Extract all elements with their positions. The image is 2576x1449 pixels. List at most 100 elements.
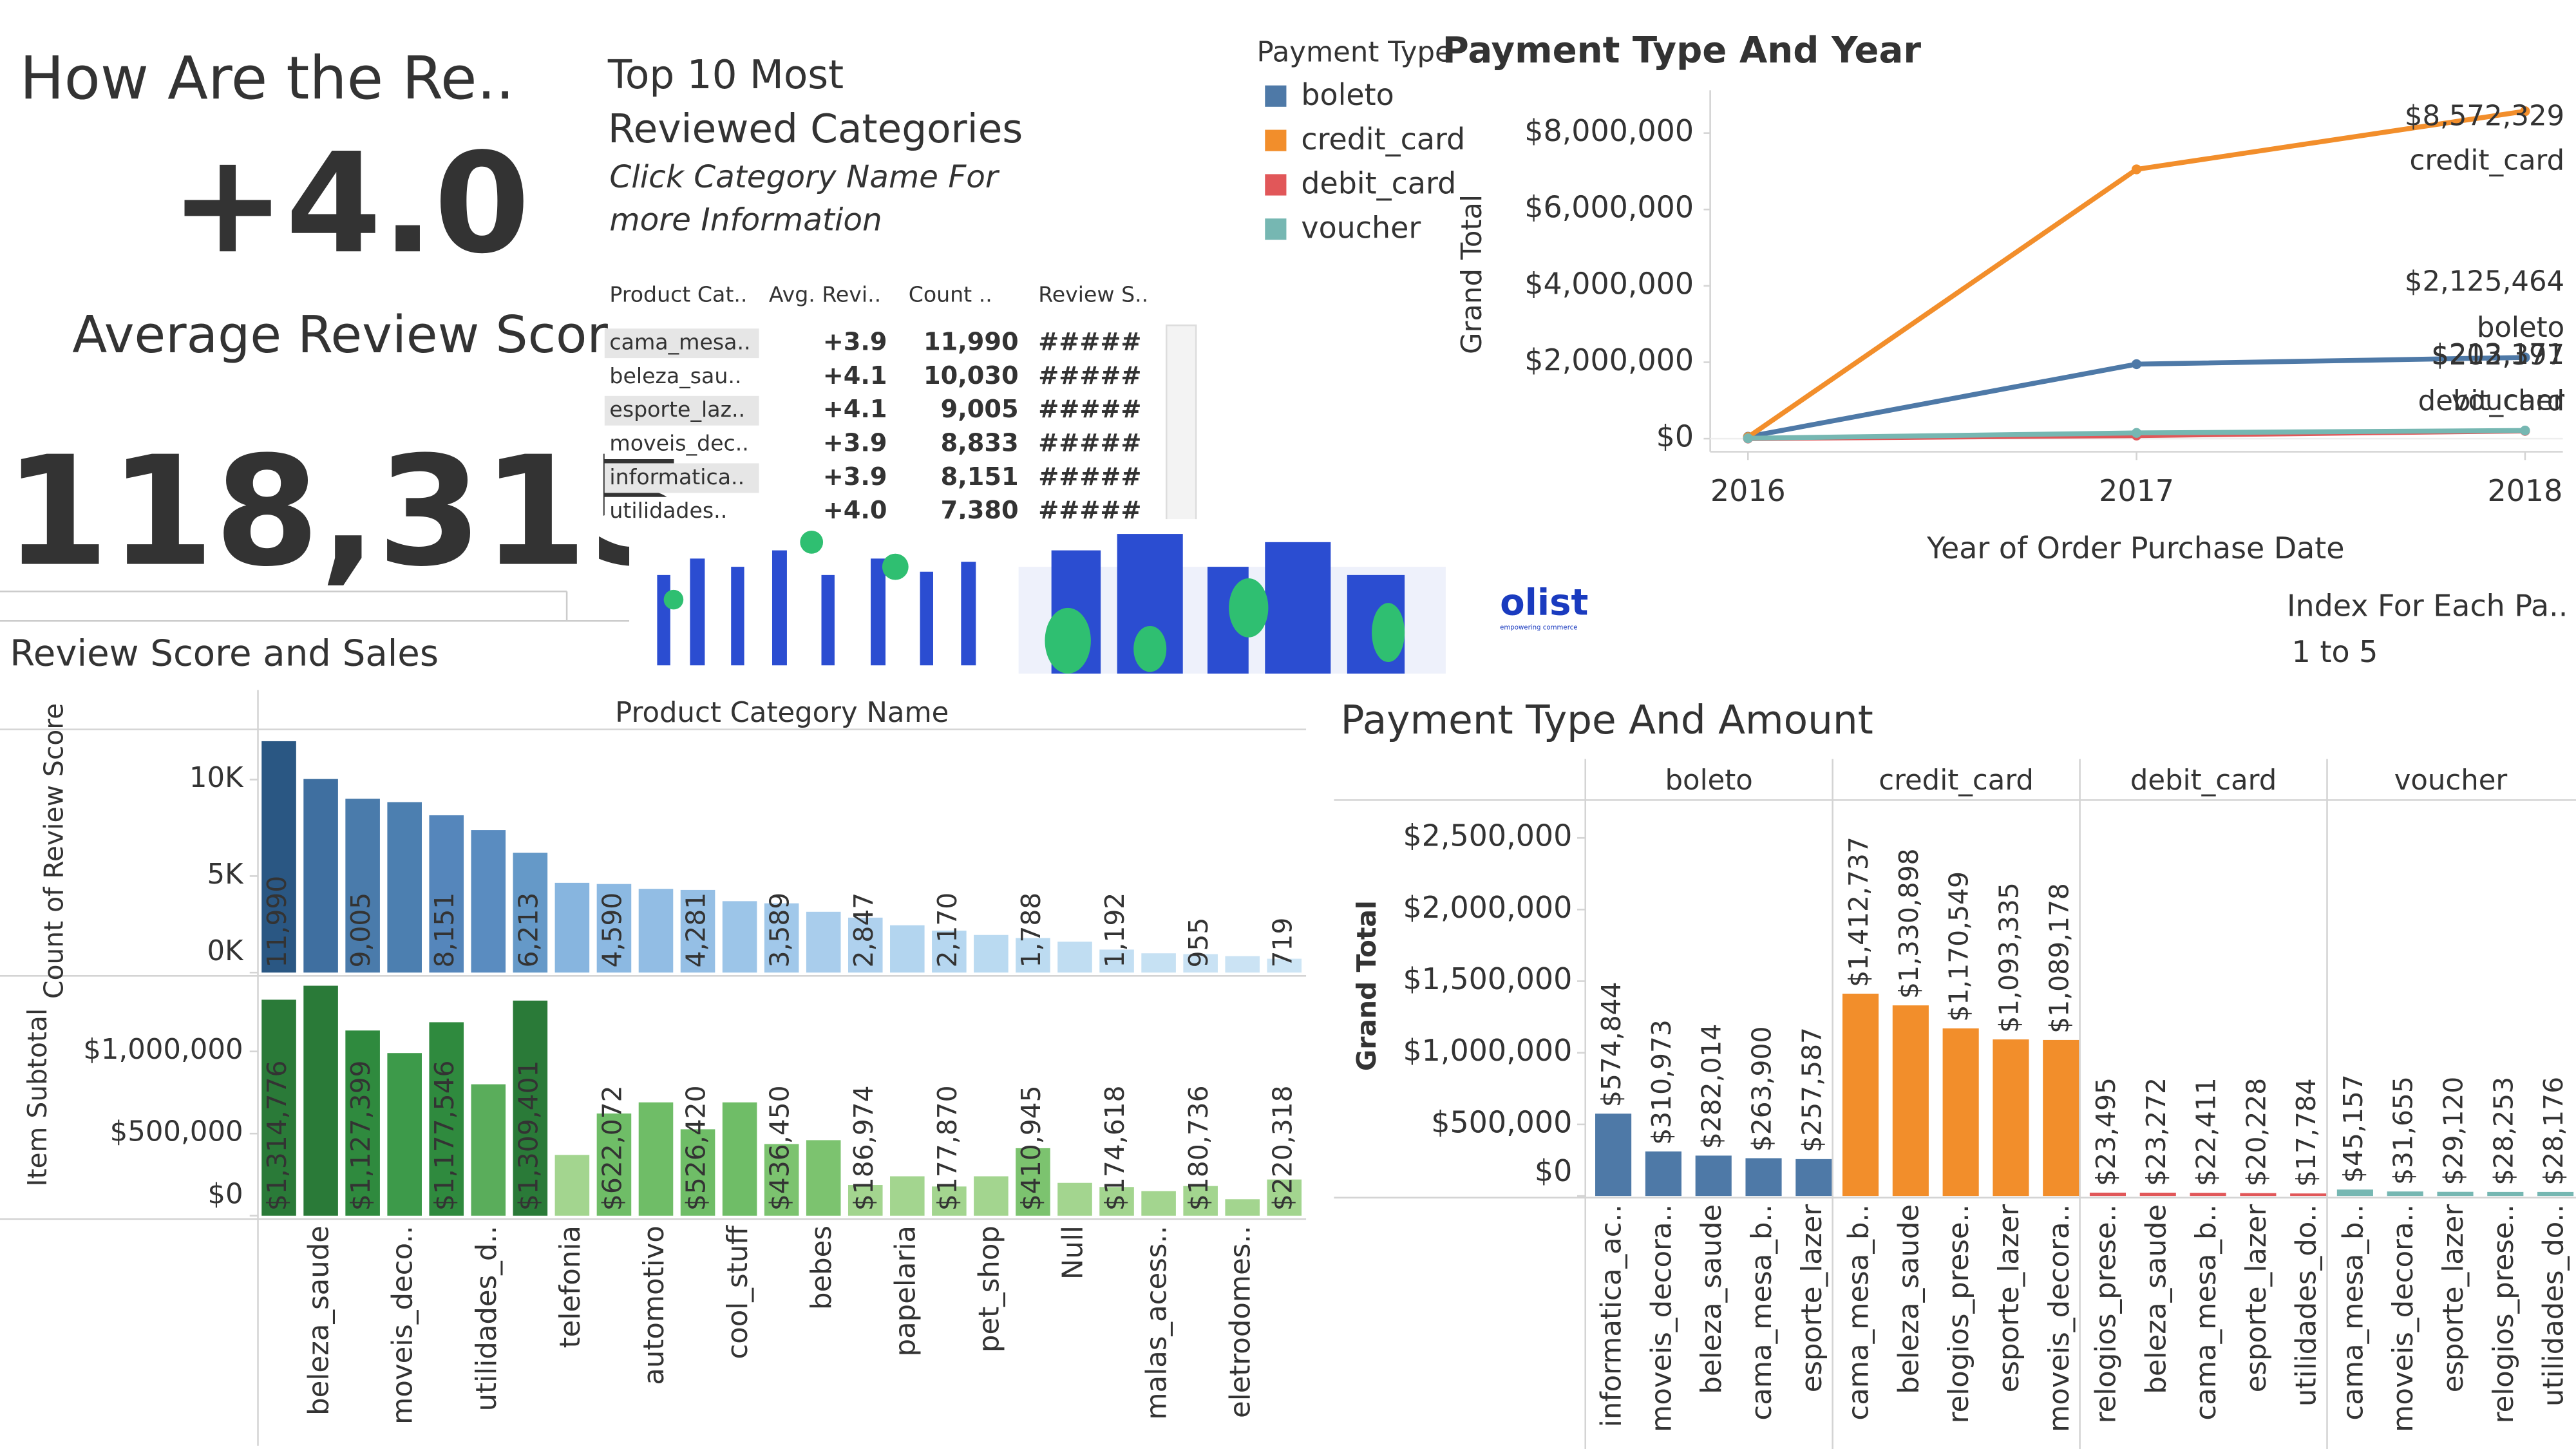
bar[interactable] <box>471 830 506 973</box>
bar[interactable] <box>387 802 422 973</box>
bar[interactable] <box>638 889 674 973</box>
bar[interactable] <box>1225 956 1260 973</box>
legend-label[interactable]: boleto <box>1301 77 1394 112</box>
bar[interactable] <box>596 1113 632 1216</box>
bar[interactable] <box>1057 1182 1092 1216</box>
bar[interactable] <box>1267 958 1302 973</box>
bar[interactable] <box>596 884 632 973</box>
bar[interactable] <box>1016 938 1050 973</box>
cell[interactable]: esporte_laz.. <box>609 397 745 422</box>
x-tick-label[interactable]: beleza_saude <box>1696 1204 1728 1394</box>
x-tick-label[interactable]: telefonia <box>554 1226 587 1348</box>
column-header[interactable]: Avg. Revi.. <box>769 282 881 307</box>
x-tick-label[interactable]: eletrodomes.. <box>1225 1226 1257 1418</box>
x-tick-label[interactable]: Null <box>1057 1226 1090 1280</box>
bar[interactable] <box>848 917 883 973</box>
x-tick-label[interactable]: moveis_deco.. <box>387 1226 419 1425</box>
bar[interactable] <box>345 1030 380 1216</box>
bar[interactable] <box>1267 1179 1302 1216</box>
x-tick-label[interactable]: papelaria <box>889 1226 922 1356</box>
x-tick-label[interactable]: esporte_lazer <box>2438 1204 2470 1393</box>
bar[interactable] <box>806 1140 841 1216</box>
bar[interactable] <box>680 889 715 973</box>
x-tick-label[interactable]: relogios_prese.. <box>2488 1204 2520 1423</box>
bar[interactable] <box>1141 953 1176 973</box>
bar[interactable] <box>2089 1192 2126 1197</box>
bar[interactable] <box>429 815 464 973</box>
bar[interactable] <box>1183 954 1218 973</box>
bar[interactable] <box>554 882 590 973</box>
x-tick-label[interactable]: utilidades_d.. <box>471 1226 503 1411</box>
bar[interactable] <box>513 853 548 973</box>
bar[interactable] <box>1225 1199 1260 1216</box>
bar[interactable] <box>2139 1192 2176 1197</box>
bar[interactable] <box>1183 1186 1218 1216</box>
bar[interactable] <box>2437 1191 2474 1197</box>
bar[interactable] <box>1057 942 1092 973</box>
bar[interactable] <box>680 1129 715 1216</box>
bar[interactable] <box>974 934 1009 973</box>
column-header[interactable]: Count .. <box>909 282 992 307</box>
x-tick-label[interactable]: utilidades_do.. <box>2291 1204 2323 1406</box>
bar[interactable] <box>1695 1155 1732 1197</box>
bar[interactable] <box>2487 1191 2524 1197</box>
bar[interactable] <box>387 1053 422 1216</box>
legend-label[interactable]: voucher <box>1301 211 1421 245</box>
cell[interactable]: moveis_dec.. <box>609 431 748 456</box>
bar[interactable] <box>261 741 296 973</box>
bar[interactable] <box>1099 949 1134 973</box>
x-tick-label[interactable]: moveis_decora.. <box>2387 1204 2420 1432</box>
filter-value[interactable]: 1 to 5 <box>2292 634 2378 669</box>
cell[interactable]: informatica.. <box>609 464 744 489</box>
cell[interactable]: cama_mesa.. <box>609 330 750 355</box>
bar[interactable] <box>2240 1193 2277 1197</box>
legend-label[interactable]: credit_card <box>1301 122 1465 156</box>
cell[interactable]: beleza_sau.. <box>609 363 741 388</box>
bar[interactable] <box>1993 1039 2029 1197</box>
bar[interactable] <box>471 1084 506 1216</box>
x-tick-label[interactable]: esporte_lazer <box>2240 1204 2273 1393</box>
x-tick-label[interactable]: bebes <box>806 1226 838 1310</box>
x-tick-label[interactable]: malas_acess.. <box>1141 1226 1173 1420</box>
bar[interactable] <box>1141 1191 1176 1216</box>
x-tick-label[interactable]: beleza_saude <box>1893 1204 1925 1394</box>
legend-label[interactable]: debit_card <box>1301 166 1456 201</box>
x-tick-label[interactable]: relogios_prese.. <box>1943 1204 1975 1423</box>
bar[interactable] <box>1795 1159 1832 1197</box>
x-tick-label[interactable]: relogios_prese.. <box>2090 1204 2122 1423</box>
bar[interactable] <box>429 1022 464 1216</box>
bar[interactable] <box>1942 1028 1979 1197</box>
x-tick-label[interactable]: pet_shop <box>973 1226 1005 1352</box>
x-tick-label[interactable]: utilidades_do.. <box>2538 1204 2570 1406</box>
bar[interactable] <box>890 1176 925 1216</box>
bar[interactable] <box>1645 1151 1681 1197</box>
x-tick-label[interactable]: cama_mesa_b.. <box>1843 1204 1875 1421</box>
bar[interactable] <box>638 1102 674 1216</box>
bar[interactable] <box>1745 1158 1782 1197</box>
x-tick-label[interactable]: cama_mesa_b.. <box>2337 1204 2369 1421</box>
x-tick-label[interactable]: cool_stuff <box>722 1225 754 1359</box>
bar[interactable] <box>1595 1113 1632 1197</box>
bar[interactable] <box>890 925 925 973</box>
bar[interactable] <box>1842 993 1879 1197</box>
scrollbar[interactable] <box>1165 324 1197 524</box>
bar[interactable] <box>2290 1193 2327 1197</box>
bar[interactable] <box>1016 1148 1050 1216</box>
bar[interactable] <box>2336 1189 2373 1197</box>
x-tick-label[interactable]: beleza_saude <box>303 1226 336 1416</box>
bar[interactable] <box>932 931 967 973</box>
column-header[interactable]: Product Cat.. <box>609 282 747 307</box>
x-tick-label[interactable]: esporte_lazer <box>1796 1204 1828 1393</box>
bar[interactable] <box>1892 1005 1929 1197</box>
x-tick-label[interactable]: automotivo <box>638 1226 670 1385</box>
x-tick-label[interactable]: moveis_decora.. <box>2043 1204 2076 1432</box>
column-header[interactable]: Review S.. <box>1038 282 1148 307</box>
bar[interactable] <box>722 1102 757 1216</box>
x-tick-label[interactable]: moveis_decora.. <box>1645 1204 1678 1432</box>
bar[interactable] <box>345 799 380 973</box>
bar[interactable] <box>554 1155 590 1216</box>
bar[interactable] <box>1099 1187 1134 1216</box>
x-tick-label[interactable]: cama_mesa_b.. <box>1746 1204 1778 1421</box>
bar[interactable] <box>261 999 296 1216</box>
bar[interactable] <box>303 779 338 973</box>
